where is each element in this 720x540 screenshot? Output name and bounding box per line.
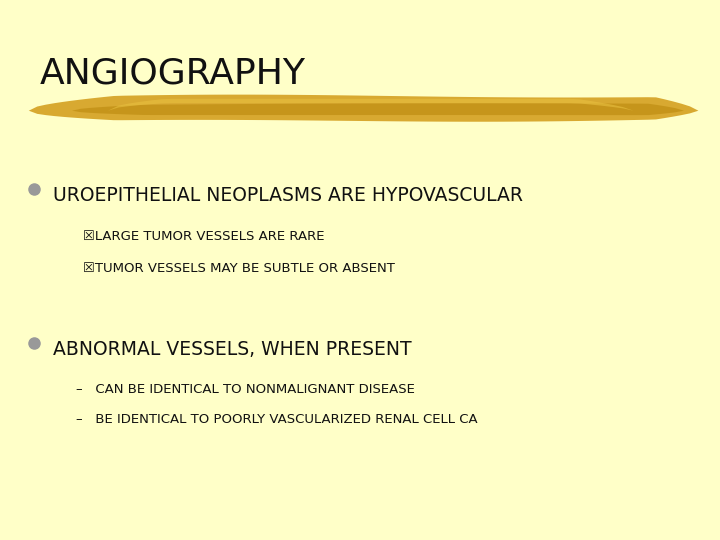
Text: ☒LARGE TUMOR VESSELS ARE RARE: ☒LARGE TUMOR VESSELS ARE RARE bbox=[83, 230, 324, 242]
Polygon shape bbox=[29, 94, 698, 122]
Text: ANGIOGRAPHY: ANGIOGRAPHY bbox=[40, 57, 305, 91]
Text: ☒TUMOR VESSELS MAY BE SUBTLE OR ABSENT: ☒TUMOR VESSELS MAY BE SUBTLE OR ABSENT bbox=[83, 262, 395, 275]
Polygon shape bbox=[108, 99, 634, 111]
Polygon shape bbox=[72, 103, 684, 115]
Text: UROEPITHELIAL NEOPLASMS ARE HYPOVASCULAR: UROEPITHELIAL NEOPLASMS ARE HYPOVASCULAR bbox=[53, 186, 523, 205]
Text: ABNORMAL VESSELS, WHEN PRESENT: ABNORMAL VESSELS, WHEN PRESENT bbox=[53, 340, 411, 359]
Text: –   CAN BE IDENTICAL TO NONMALIGNANT DISEASE: – CAN BE IDENTICAL TO NONMALIGNANT DISEA… bbox=[76, 383, 415, 396]
Text: –   BE IDENTICAL TO POORLY VASCULARIZED RENAL CELL CA: – BE IDENTICAL TO POORLY VASCULARIZED RE… bbox=[76, 413, 477, 426]
